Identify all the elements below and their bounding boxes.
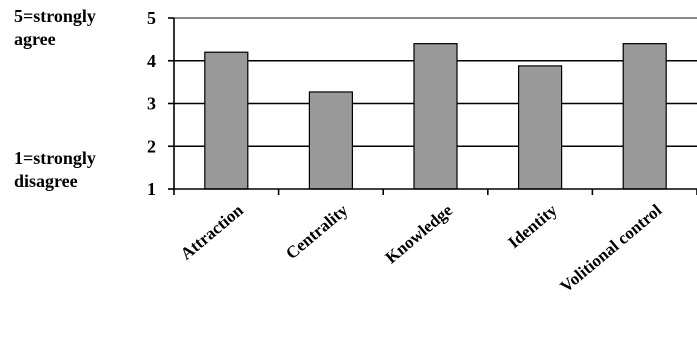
x-tick-label-volitional-control: Volitional control	[556, 200, 665, 296]
bars	[204, 43, 667, 190]
bar-identity	[517, 65, 563, 190]
scale-label-top-line-2: agree	[14, 29, 56, 50]
y-tick-label-5: 5	[147, 8, 156, 28]
bar-volitional-control	[622, 43, 667, 190]
bar-attraction	[204, 51, 249, 190]
x-tick-labels: Attraction Centrality Knowledge IdentityVol…	[177, 200, 666, 296]
scale-label-top-line-1: 5=strongly	[14, 6, 96, 26]
y-tick-label-4: 4	[147, 51, 156, 71]
axes	[168, 17, 697, 195]
bar-knowledge	[413, 43, 458, 190]
x-tick-label-attraction: Attraction	[177, 200, 247, 263]
y-tick-label-1: 1	[147, 179, 156, 199]
x-tick-label-centrality: Centrality	[282, 200, 352, 263]
y-tick-labels: 1 2 3 4 5	[147, 8, 156, 199]
bar-centrality	[308, 91, 353, 190]
x-tick-label-knowledge: Knowledge	[382, 200, 457, 267]
scale-label-bottom: 1=strongly disagree	[14, 147, 96, 193]
scale-label-top: 5=strongly agree	[14, 5, 96, 51]
scale-label-bottom-line-1: 1=strongly	[14, 148, 96, 168]
x-tick-label-identity: Identity	[504, 200, 561, 252]
scale-label-bottom-line-2: disagree	[14, 171, 78, 192]
y-tick-label-3: 3	[147, 94, 156, 114]
y-tick-label-2: 2	[147, 136, 156, 156]
